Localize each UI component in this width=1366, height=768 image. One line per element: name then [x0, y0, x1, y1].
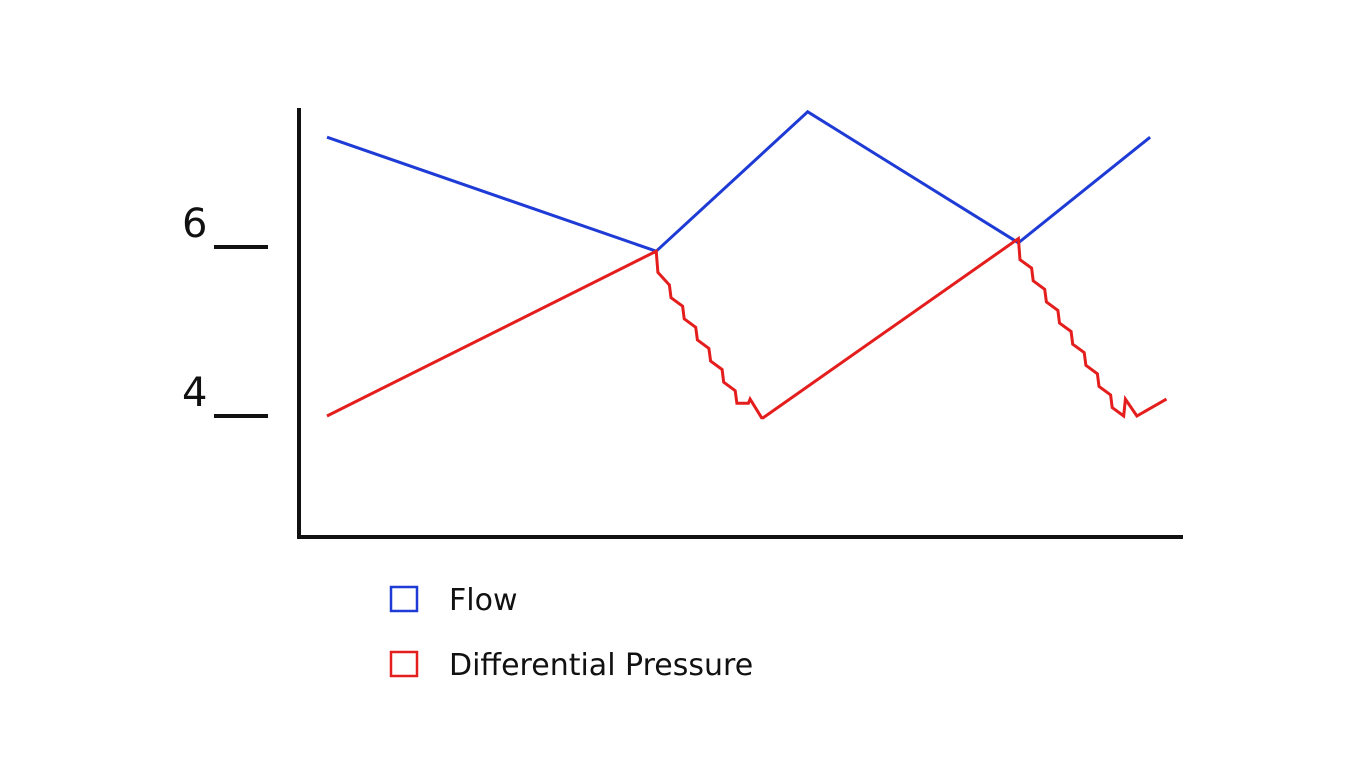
series-line-differential-pressure — [326, 235, 1168, 420]
axes — [297, 108, 1183, 539]
series — [326, 109, 1168, 420]
legend-label-differential-pressure: Differential Pressure — [449, 648, 753, 683]
legend-label-flow: Flow — [449, 583, 517, 618]
y-tick-label-6: 6 — [182, 201, 207, 247]
legend: Flow Differential Pressure — [389, 583, 753, 683]
series-line-flow — [326, 109, 1152, 253]
legend-swatch-differential-pressure — [389, 650, 419, 678]
y-ticks: 64 — [182, 201, 268, 418]
y-tick-label-4: 4 — [182, 370, 207, 416]
legend-swatch-flow — [389, 585, 419, 613]
